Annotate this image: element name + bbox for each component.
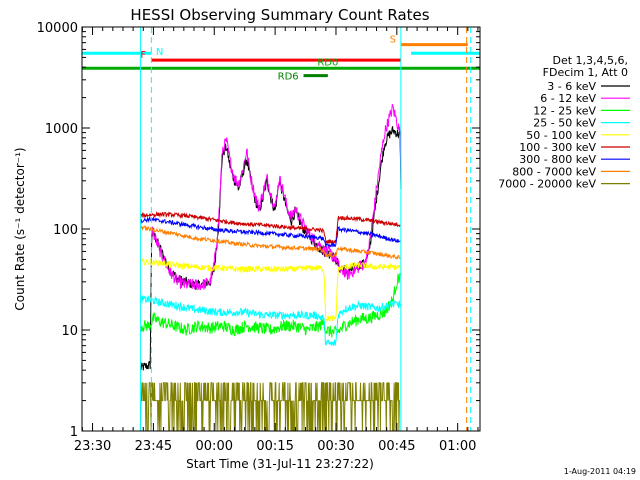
legend-entry-label: 12 - 25 keV: [533, 104, 596, 117]
y-tick-label: 10000: [37, 21, 78, 36]
flag-label-n: N: [156, 47, 163, 58]
timestamp: 1-Aug-2011 04:19: [564, 467, 636, 476]
series-line-6: [139, 215, 401, 248]
legend-header: Det 1,3,4,5,6,: [552, 54, 628, 67]
x-tick-label: 23:30: [74, 439, 111, 454]
legend: Det 1,3,4,5,6,FDecim 1, Att 03 - 6 keV6 …: [498, 54, 630, 191]
chart-title: HESSI Observing Summary Count Rates: [130, 6, 429, 24]
y-tick-label: 1: [70, 425, 78, 440]
series-line-4: [139, 257, 401, 323]
x-axis-label: Start Time (31-Jul-11 23:27:22): [186, 457, 374, 471]
legend-entry-label: 50 - 100 keV: [526, 129, 596, 142]
y-axis: 1 10 100 1000 10000: [37, 21, 480, 440]
x-tick-label: 00:30: [317, 439, 354, 454]
series-line-8: [139, 382, 400, 432]
y-tick-label: 1000: [45, 122, 78, 137]
series-line-3: [139, 294, 401, 346]
x-tick-label: 00:00: [196, 439, 233, 454]
flag-label-rd6: RD6: [278, 72, 299, 83]
legend-entry-label: 25 - 50 keV: [533, 117, 596, 130]
flag-bars: NF S RD0 RD6: [82, 35, 480, 83]
x-tick-label: 23:45: [135, 439, 172, 454]
flag-label-s: S: [390, 35, 396, 46]
series-line-5: [139, 211, 401, 245]
flag-label-rd0: RD0: [317, 57, 338, 68]
vertical-markers: [139, 27, 481, 431]
series-lines: [139, 103, 402, 432]
y-axis-label: Count Rate (s⁻¹ detector⁻¹): [13, 147, 27, 310]
series-line-1: [151, 103, 402, 291]
series-line-7: [139, 224, 401, 260]
legend-entry-label: 800 - 7000 keV: [512, 165, 596, 178]
legend-header: FDecim 1, Att 0: [543, 66, 628, 79]
flag-label-f: F: [140, 50, 146, 61]
y-tick-label: 10: [61, 324, 78, 339]
legend-entry-label: 6 - 12 keV: [540, 92, 596, 105]
legend-entry-label: 3 - 6 keV: [547, 80, 596, 93]
legend-entry-label: 100 - 300 keV: [519, 141, 596, 154]
series-line-2: [140, 272, 401, 338]
x-tick-label: 00:15: [256, 439, 293, 454]
plot-frame: [81, 26, 481, 432]
x-tick-label: 00:45: [378, 439, 415, 454]
y-tick-label: 100: [53, 223, 78, 238]
x-tick-label: 01:00: [439, 439, 476, 454]
legend-entry-label: 300 - 800 keV: [519, 153, 596, 166]
x-axis: 23:30 23:45 00:00 00:15 00:30 00:45 01:00: [74, 27, 479, 454]
legend-entry-label: 7000 - 20000 keV: [498, 178, 596, 191]
